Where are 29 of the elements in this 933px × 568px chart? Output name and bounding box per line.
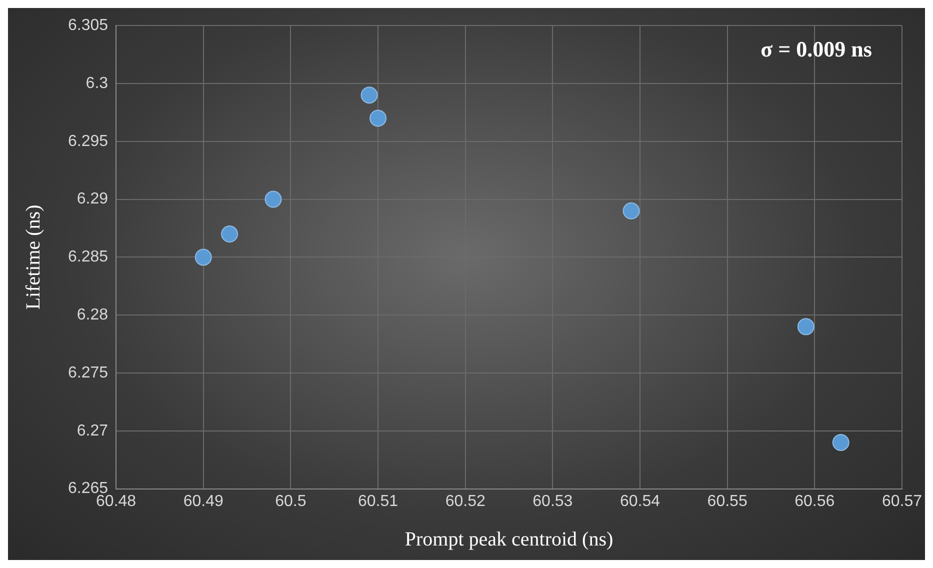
x-axis-title: Prompt peak centroid (ns) bbox=[404, 528, 614, 550]
x-tick-label: 60.54 bbox=[620, 492, 660, 510]
point bbox=[221, 226, 238, 243]
x-tick-label: 60.48 bbox=[96, 492, 136, 510]
point bbox=[832, 434, 850, 451]
x-tick-label: 60.55 bbox=[707, 492, 748, 510]
point bbox=[264, 190, 282, 208]
y-tick-label: 6.285 bbox=[68, 248, 108, 266]
x-tick-label: 60.49 bbox=[183, 492, 224, 510]
y-axis-title: Lifetime (ns) bbox=[22, 204, 44, 310]
x-tick-label: 60.51 bbox=[358, 492, 398, 510]
point bbox=[370, 110, 387, 127]
y-tick-label: 6.28 bbox=[76, 306, 108, 324]
point bbox=[360, 86, 378, 104]
point bbox=[622, 202, 640, 220]
y-tick-label: 6.27 bbox=[76, 422, 108, 440]
y-tick-label: 6.305 bbox=[68, 17, 108, 34]
x-tick-label: 60.5 bbox=[275, 492, 306, 510]
x-tick-label: 60.56 bbox=[794, 492, 835, 510]
annotation: σ = 0.009 ns bbox=[760, 36, 872, 62]
y-tick-label: 6.275 bbox=[68, 364, 108, 382]
y-tick-label: 6.295 bbox=[68, 132, 108, 150]
x-tick-label: 60.57 bbox=[882, 492, 922, 510]
y-tick-label: 6.3 bbox=[86, 74, 108, 92]
x-tick-label: 60.53 bbox=[532, 492, 573, 510]
point bbox=[194, 248, 212, 266]
point bbox=[797, 318, 814, 336]
x-tick-label: 60.52 bbox=[445, 492, 486, 510]
y-tick-label: 6.29 bbox=[76, 190, 108, 208]
